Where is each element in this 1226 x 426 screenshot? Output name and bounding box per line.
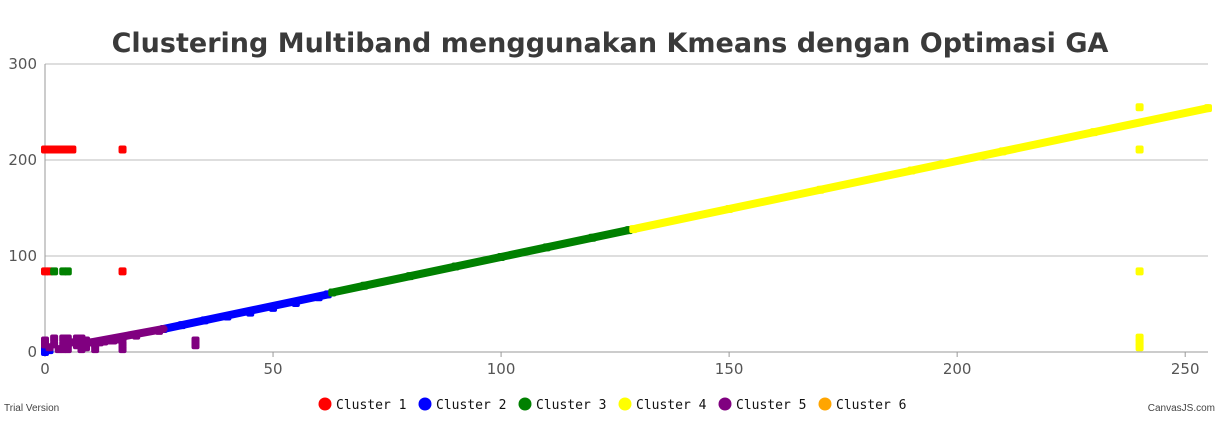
x-tick-label: 250 — [1171, 360, 1200, 378]
cluster-3-point — [50, 267, 59, 276]
axes — [44, 64, 1208, 357]
cluster-3-point — [360, 281, 369, 290]
cluster-4-point — [907, 166, 916, 175]
cluster-5-point — [118, 345, 127, 354]
legend-marker — [818, 397, 832, 411]
cluster-1-point — [68, 145, 77, 154]
cluster-4-trend-run — [629, 104, 1212, 234]
legend-label: Cluster 1 — [336, 398, 406, 413]
y-tick-label: 200 — [8, 151, 37, 169]
legend-label: Cluster 5 — [736, 398, 806, 413]
cluster-2-point — [269, 303, 278, 312]
cluster-3-point — [63, 267, 72, 276]
y-tick-label: 100 — [8, 247, 37, 265]
cluster-3-point — [328, 288, 337, 297]
x-tick-label: 50 — [263, 360, 282, 378]
cluster-2-point — [223, 312, 232, 321]
y-tick-label: 300 — [8, 55, 37, 73]
legend-item-cluster-3[interactable]: Cluster 3 — [518, 397, 607, 414]
legend-item-cluster-4[interactable]: Cluster 4 — [618, 397, 707, 414]
cluster-1-point — [118, 145, 127, 154]
cluster-5-point — [191, 341, 200, 350]
cluster-4-point — [998, 147, 1007, 156]
trial-version-label: Trial Version — [4, 403, 59, 414]
y-tick-label: 0 — [27, 343, 37, 361]
cluster-3-point — [405, 272, 414, 281]
legend-marker — [718, 397, 732, 411]
x-tick-label: 150 — [715, 360, 744, 378]
cluster-4-point — [725, 204, 734, 213]
legend-label: Cluster 3 — [536, 398, 606, 413]
legend-item-cluster-5[interactable]: Cluster 5 — [718, 397, 807, 414]
cluster-3-point — [451, 262, 460, 271]
legend-marker — [418, 397, 432, 411]
cluster-4-point — [629, 225, 638, 234]
cluster-5-point — [155, 326, 164, 335]
legend-marker — [518, 397, 532, 411]
cluster-3-point — [588, 233, 597, 242]
cluster-2-point — [177, 321, 186, 330]
cluster-2-point — [200, 316, 209, 325]
cluster-4-point — [1135, 267, 1144, 276]
legend[interactable]: Cluster 1 Cluster 2 Cluster 3 Cluster 4 Clus… — [318, 397, 907, 414]
cluster-4-point — [1135, 103, 1144, 112]
cluster-2-point — [246, 308, 255, 317]
cluster-5-point — [132, 331, 141, 340]
cluster-4-point — [1204, 104, 1212, 113]
tick-labels: 0 100 200 300 0 50 100 150 200 250 — [8, 55, 1199, 378]
cluster-4-point — [1089, 128, 1098, 137]
legend-item-cluster-2[interactable]: Cluster 2 — [418, 397, 507, 414]
cluster-3-point — [542, 243, 551, 252]
legend-item-cluster-1[interactable]: Cluster 1 — [318, 397, 407, 414]
cluster-2-point — [314, 293, 323, 302]
grid — [45, 63, 1208, 353]
cluster-3-trend-run — [328, 226, 633, 297]
legend-item-cluster-6[interactable]: Cluster 6 — [818, 397, 907, 414]
x-tick-label: 100 — [487, 360, 516, 378]
cluster-4-point — [816, 185, 825, 194]
cluster-2-point — [291, 299, 300, 308]
x-tick-label: 0 — [40, 360, 50, 378]
cluster-1-point — [118, 267, 127, 276]
legend-label: Cluster 4 — [636, 398, 707, 413]
legend-label: Cluster 2 — [436, 398, 506, 413]
cluster-5-point — [91, 345, 100, 354]
chart-title: Clustering Multiband menggunakan Kmeans … — [112, 28, 1109, 59]
cluster-4-point — [1135, 145, 1144, 154]
cluster-4-point — [1135, 343, 1144, 352]
legend-label: Cluster 6 — [836, 398, 906, 413]
cluster-5-point — [63, 345, 72, 354]
legend-marker — [318, 397, 332, 411]
cluster-2-trend-run — [159, 290, 332, 333]
x-tick-label: 200 — [943, 360, 972, 378]
legend-marker — [618, 397, 632, 411]
cluster-3-point — [497, 252, 506, 261]
canvasjs-credit-link[interactable]: CanvasJS.com — [1148, 403, 1215, 414]
data-points — [41, 103, 1212, 356]
